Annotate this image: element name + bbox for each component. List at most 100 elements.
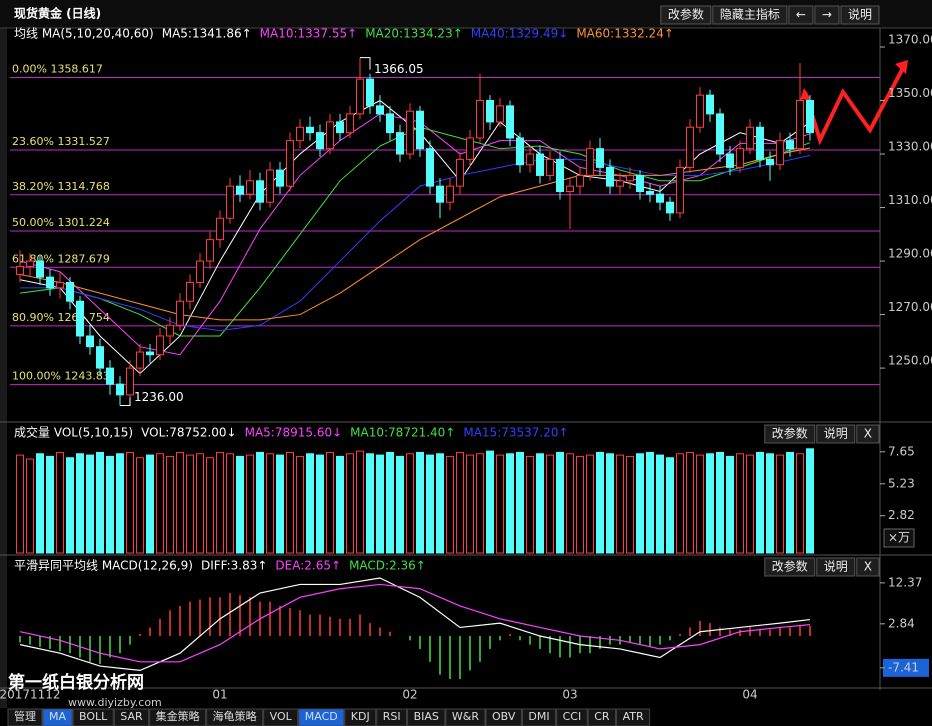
volume-bar — [466, 454, 474, 554]
button-label[interactable]: → — [822, 8, 832, 22]
tab-label[interactable]: 管理 — [14, 709, 36, 723]
candle-body — [386, 113, 394, 134]
button[interactable] — [660, 5, 712, 25]
tab-label[interactable]: DMI — [528, 710, 549, 723]
candle-body — [766, 158, 774, 166]
volume-bar — [356, 450, 364, 554]
tab[interactable] — [587, 708, 617, 726]
y-tick-label: 1270.00 — [888, 300, 932, 314]
volume-bar — [56, 451, 64, 554]
tab[interactable] — [344, 708, 377, 726]
button-label[interactable]: 说明 — [824, 559, 848, 574]
tab[interactable] — [42, 708, 73, 726]
volume-bar — [726, 455, 734, 554]
candle-body — [466, 137, 474, 160]
volume-bar — [316, 454, 324, 554]
tab[interactable] — [376, 708, 408, 726]
tab[interactable] — [206, 708, 264, 726]
tab[interactable] — [485, 708, 522, 726]
button-label[interactable]: 说明 — [848, 7, 872, 22]
candle-body — [516, 137, 524, 166]
button-label[interactable]: 改参数 — [772, 426, 808, 441]
button[interactable] — [856, 557, 880, 577]
date-label: 01 — [212, 688, 227, 702]
button[interactable] — [856, 424, 880, 444]
tab[interactable] — [616, 708, 651, 726]
candle-body — [796, 100, 804, 150]
tab-label[interactable]: W&R — [452, 710, 479, 723]
indicator-label: MA60:1332.24↑ — [576, 27, 674, 41]
button-label[interactable]: 改参数 — [668, 7, 704, 22]
tab-label[interactable]: KDJ — [351, 710, 370, 723]
y-tick-label: 1310.00 — [888, 193, 932, 207]
candle-body — [36, 260, 44, 278]
volume-bar — [86, 454, 94, 554]
button[interactable] — [764, 557, 816, 577]
tab-label[interactable]: MACD — [305, 710, 338, 723]
volume-bar — [566, 453, 574, 554]
tab-label[interactable]: MA — [49, 710, 66, 723]
button[interactable] — [712, 5, 788, 25]
volume-bar — [46, 455, 54, 554]
tab-label[interactable]: 海龟策略 — [213, 709, 257, 723]
fib-label: 100.00% 1243.83 — [12, 370, 110, 383]
button[interactable] — [788, 5, 814, 25]
candle-body — [376, 105, 384, 115]
button-label[interactable]: 改参数 — [772, 559, 808, 574]
candle-body — [296, 126, 304, 142]
candle-body — [676, 166, 684, 214]
candle-body — [146, 351, 154, 356]
candle-body — [506, 105, 514, 139]
button[interactable] — [816, 424, 856, 444]
candle-body — [716, 113, 724, 155]
volume-bar — [776, 454, 784, 554]
y-tick-label: 1290.00 — [888, 247, 932, 261]
button-label[interactable]: 说明 — [824, 426, 848, 441]
button-label[interactable]: 隐藏主指标 — [720, 7, 780, 22]
fib-label: 38.20% 1314.768 — [12, 180, 110, 193]
indicator-label: MA10:78721.40↑ — [350, 426, 455, 440]
tab[interactable] — [263, 708, 299, 726]
button-label[interactable]: ← — [796, 8, 806, 22]
tab-label[interactable]: OBV — [492, 710, 516, 723]
button[interactable] — [816, 557, 856, 577]
volume-bar — [296, 455, 304, 554]
candle-body — [456, 158, 464, 187]
tab[interactable] — [445, 708, 486, 726]
candle-body — [246, 180, 254, 195]
tab-label[interactable]: CR — [594, 710, 610, 723]
tab-label[interactable]: SAR — [120, 710, 143, 723]
indicator-label: MA20:1334.23↑ — [365, 27, 463, 41]
volume-bar — [376, 454, 384, 554]
tab-label[interactable]: CCI — [563, 710, 582, 723]
tab-label[interactable]: BIAS — [414, 710, 439, 723]
tab[interactable] — [149, 708, 207, 726]
candle-body — [626, 174, 634, 182]
volume-bar — [556, 451, 564, 554]
button-label[interactable]: X — [864, 560, 872, 574]
tab[interactable] — [298, 708, 345, 726]
button[interactable] — [814, 5, 840, 25]
tab[interactable] — [72, 708, 114, 726]
ma-line — [19, 147, 811, 321]
candle-body — [366, 78, 374, 107]
tab-label[interactable]: 集金策略 — [156, 709, 200, 723]
button[interactable] — [840, 5, 880, 25]
candle-body — [756, 126, 764, 160]
tab[interactable] — [113, 708, 150, 726]
tab-label[interactable]: VOL — [270, 710, 293, 723]
volume-bar — [226, 453, 234, 554]
candle-body — [416, 110, 424, 150]
candle-body — [206, 239, 214, 262]
button-label[interactable]: X — [864, 427, 872, 441]
tab[interactable] — [407, 708, 446, 726]
candle-body — [786, 140, 794, 150]
tab[interactable] — [7, 708, 43, 726]
tab-label[interactable]: BOLL — [79, 710, 108, 723]
tab-label[interactable]: RSI — [383, 710, 401, 723]
button[interactable] — [764, 424, 816, 444]
tab[interactable] — [521, 708, 557, 726]
unit-box — [883, 528, 915, 548]
tab-label[interactable]: ATR — [623, 710, 644, 723]
tab[interactable] — [556, 708, 588, 726]
